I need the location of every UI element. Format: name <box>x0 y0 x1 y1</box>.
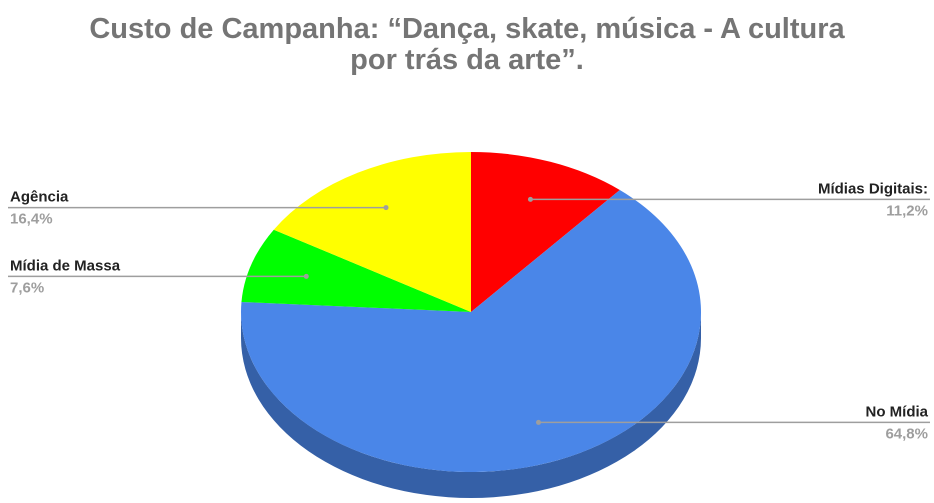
pie-side-no-midia <box>241 312 701 498</box>
slice-value-midias-digitais: 11,2% <box>886 202 928 219</box>
pie-slice-midia-de-massa <box>241 229 471 312</box>
slice-value-agencia: 16,4% <box>10 211 53 228</box>
slice-label-midias-digitais: Mídias Digitais: <box>818 180 928 197</box>
chart-title-line-2: por trás da arte”. <box>350 44 584 76</box>
slice-label-no-midia: No Mídia <box>866 403 929 420</box>
chart-title: Custo de Campanha: “Dança, skate, música… <box>0 14 934 76</box>
slice-value-no-midia: 64,8% <box>885 425 928 442</box>
slice-label-agencia: Agência <box>10 189 69 206</box>
slice-label-midia-de-massa: Mídia de Massa <box>10 257 121 274</box>
pie-slice-midias-digitais <box>471 152 620 312</box>
pie-slice-no-midia <box>241 190 701 473</box>
pie-slice-agencia <box>273 152 471 312</box>
slice-value-midia-de-massa: 7,6% <box>10 279 44 296</box>
chart-title-line-1: Custo de Campanha: “Dança, skate, música… <box>89 13 845 45</box>
